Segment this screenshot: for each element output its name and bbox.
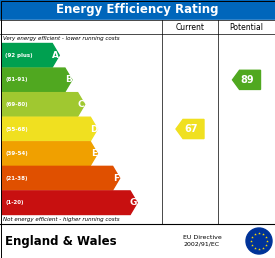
Text: (69-80): (69-80) <box>5 102 28 107</box>
Polygon shape <box>232 70 260 90</box>
Text: A: A <box>52 51 59 60</box>
Bar <box>0 224 275 258</box>
Bar <box>0 0 275 20</box>
Text: (92 plus): (92 plus) <box>5 53 33 58</box>
Text: Very energy efficient - lower running costs: Very energy efficient - lower running co… <box>3 36 120 41</box>
Circle shape <box>246 228 272 254</box>
Polygon shape <box>2 117 97 141</box>
Polygon shape <box>176 119 204 139</box>
Bar <box>0 20 275 34</box>
Text: 67: 67 <box>184 124 198 134</box>
Text: (21-38): (21-38) <box>5 176 28 181</box>
Text: England & Wales: England & Wales <box>5 235 117 247</box>
Text: (55-68): (55-68) <box>5 126 28 132</box>
Text: C: C <box>78 100 84 109</box>
Text: Potential: Potential <box>230 22 263 31</box>
Text: (1-20): (1-20) <box>5 200 23 205</box>
Polygon shape <box>2 44 59 67</box>
Text: Energy Efficiency Rating: Energy Efficiency Rating <box>56 4 219 17</box>
Text: F: F <box>113 174 119 183</box>
Text: D: D <box>90 125 98 133</box>
Text: B: B <box>65 75 72 84</box>
Polygon shape <box>2 191 137 214</box>
Polygon shape <box>2 142 97 165</box>
Text: Current: Current <box>175 22 205 31</box>
Text: EU Directive
2002/91/EC: EU Directive 2002/91/EC <box>183 235 221 247</box>
Text: E: E <box>91 149 97 158</box>
Text: (39-54): (39-54) <box>5 151 28 156</box>
Polygon shape <box>2 68 72 92</box>
Text: G: G <box>130 198 137 207</box>
Text: (81-91): (81-91) <box>5 77 28 82</box>
Polygon shape <box>2 166 120 190</box>
Text: 89: 89 <box>241 75 254 85</box>
Text: Not energy efficient - higher running costs: Not energy efficient - higher running co… <box>3 217 120 222</box>
Polygon shape <box>2 93 85 116</box>
